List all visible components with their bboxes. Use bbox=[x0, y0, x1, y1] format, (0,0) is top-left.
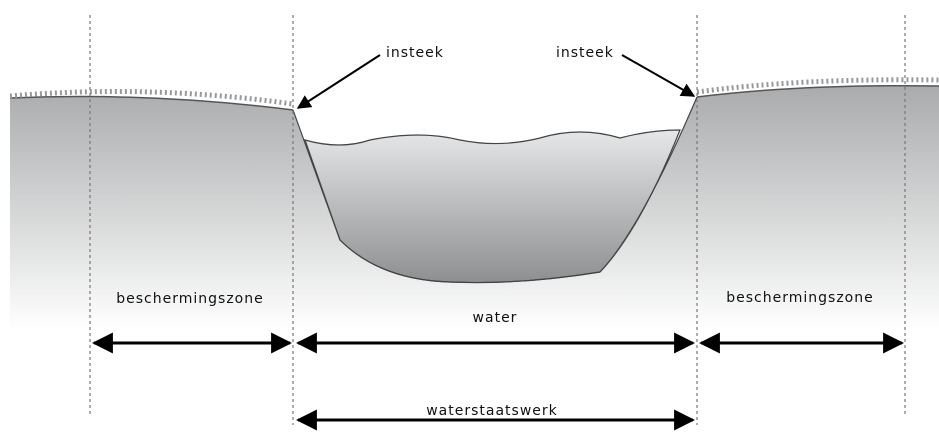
diagram: insteek insteek beschermingszone water b… bbox=[0, 0, 939, 432]
total-label: waterstaatswerk bbox=[426, 403, 558, 419]
zone-label: beschermingszone bbox=[116, 291, 263, 307]
zone-label: beschermingszone bbox=[726, 290, 873, 306]
zone-label: water bbox=[473, 310, 518, 326]
insteek-label: insteek bbox=[386, 45, 444, 61]
insteek-label: insteek bbox=[556, 45, 614, 61]
